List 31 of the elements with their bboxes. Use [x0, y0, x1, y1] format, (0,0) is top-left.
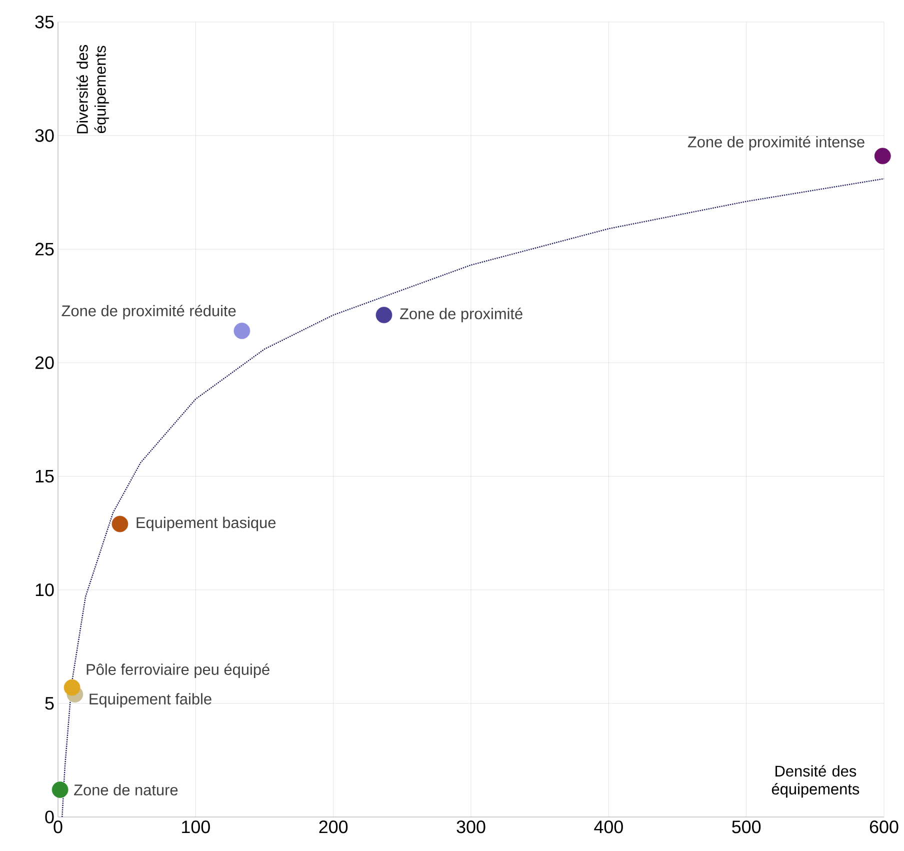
y-axis-title: Diversité des équipements [76, 45, 109, 134]
point [234, 322, 250, 340]
x-axis-title: Densité des équipements [772, 765, 860, 798]
x-tick-label: 500 [732, 820, 761, 834]
y-tick-label: 0 [45, 810, 54, 824]
line-series [62, 178, 885, 818]
y-tick-label: 15 [36, 470, 54, 483]
x-tick-label: 600 [870, 820, 898, 834]
y-tick-label: 20 [35, 356, 54, 370]
x-tick-label: 0 [54, 820, 62, 834]
y-tick-label: 35 [35, 16, 54, 28]
series-label: Equipement basique [136, 516, 276, 532]
series-label: Zone de proximité intense [688, 136, 864, 150]
series-label: Equipement faible [90, 693, 212, 708]
y-tick-label: 30 [35, 129, 54, 142]
x-tick-label: 200 [319, 820, 348, 834]
point [376, 306, 392, 324]
y-tick-label: 5 [45, 697, 54, 710]
series-label: Zone de proximité réduite [62, 304, 236, 320]
y-tick-label: 10 [36, 583, 54, 596]
x-tick-label: 100 [182, 820, 210, 834]
series-label: Zone de nature [74, 784, 178, 796]
y-tick-label: 25 [35, 242, 54, 256]
series-label: Pôle ferroviaire peu équipé [86, 663, 270, 678]
series-label: Zone de proximité [400, 308, 522, 322]
point [874, 148, 891, 164]
point [112, 516, 128, 532]
x-tick-label: 400 [594, 820, 623, 834]
x-tick-label: 300 [456, 820, 486, 834]
point [52, 782, 68, 798]
point [64, 679, 80, 696]
